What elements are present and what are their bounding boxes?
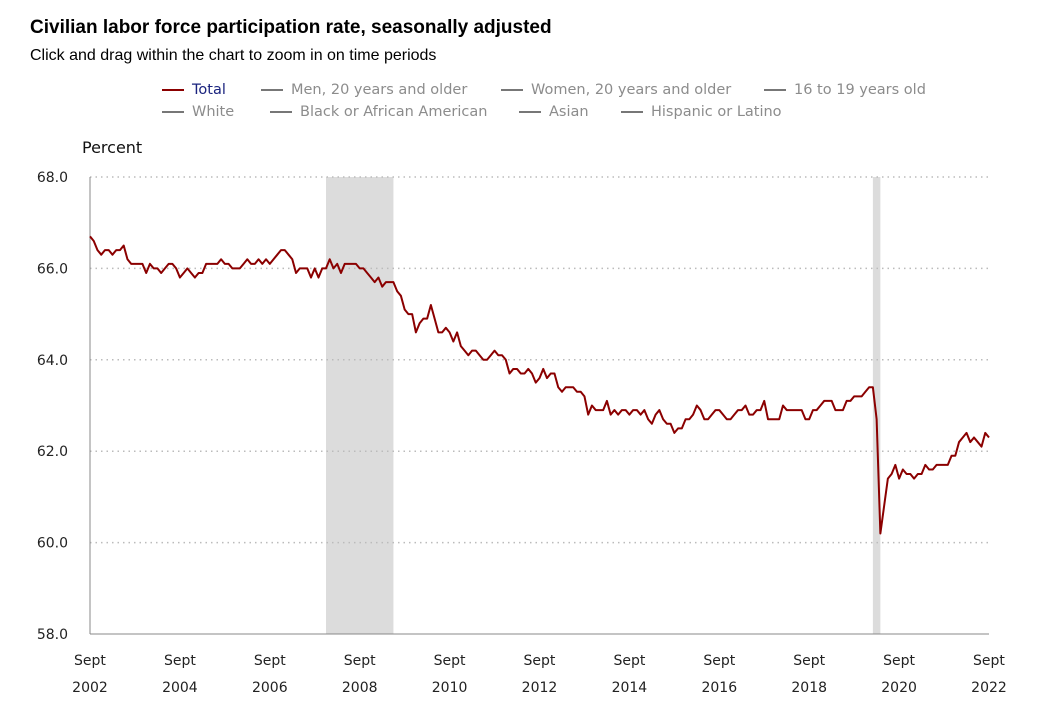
x-tick-month: Sept: [344, 653, 376, 669]
recession-bands: [325, 177, 881, 634]
x-tick-month: Sept: [793, 653, 825, 669]
legend-swatch: [261, 89, 283, 91]
x-tick-year: 2008: [342, 680, 378, 696]
legend-label: Asian: [549, 104, 589, 120]
legend-item-asian[interactable]: Asian: [519, 104, 589, 120]
y-tick-label: 64.0: [37, 353, 68, 369]
x-tick-month: Sept: [434, 653, 466, 669]
recession-band: [872, 177, 881, 634]
x-tick-year: 2022: [971, 680, 1007, 696]
legend-swatch: [270, 111, 292, 113]
legend-item-hispanic-latino[interactable]: Hispanic or Latino: [621, 104, 782, 120]
x-tick-year: 2012: [522, 680, 558, 696]
x-tick-year: 2006: [252, 680, 288, 696]
axes: [89, 177, 989, 635]
legend-label: Women, 20 years and older: [531, 82, 732, 98]
x-tick-month: Sept: [703, 653, 735, 669]
y-tick-label: 58.0: [37, 627, 68, 643]
x-tick-month: Sept: [254, 653, 286, 669]
recession-band: [325, 177, 394, 634]
series-line-total[interactable]: [89, 235, 990, 535]
y-tick-label: 62.0: [37, 444, 68, 460]
y-axis-title: Percent: [82, 138, 142, 157]
x-tick-year: 2010: [432, 680, 468, 696]
legend-swatch: [519, 111, 541, 113]
legend-label: Total: [192, 82, 226, 98]
y-tick-label: 68.0: [37, 170, 68, 186]
y-tick-label: 60.0: [37, 536, 68, 552]
legend-item-black-african-american[interactable]: Black or African American: [270, 104, 487, 120]
series-total[interactable]: [89, 235, 990, 535]
x-tick-month: Sept: [883, 653, 915, 669]
x-tick-year: 2016: [701, 680, 737, 696]
chart-title: Civilian labor force participation rate,…: [30, 17, 552, 38]
x-tick-year: 2004: [162, 680, 198, 696]
legend-label: White: [192, 104, 235, 120]
x-tick-month: Sept: [164, 653, 196, 669]
legend-swatch-total: [162, 89, 184, 91]
x-tick-year: 2020: [881, 680, 917, 696]
legend: Total Men, 20 years and older Women, 20 …: [0, 80, 1037, 126]
legend-item-women-20-older[interactable]: Women, 20 years and older: [501, 82, 731, 98]
x-tick-month: Sept: [524, 653, 556, 669]
legend-item-16-to-19[interactable]: 16 to 19 years old: [764, 82, 926, 98]
legend-item-men-20-older[interactable]: Men, 20 years and older: [261, 82, 467, 98]
x-tick-month: Sept: [74, 653, 106, 669]
y-tick-label: 66.0: [37, 261, 68, 277]
x-tick-month: Sept: [613, 653, 645, 669]
legend-swatch: [501, 89, 523, 91]
legend-label: Men, 20 years and older: [291, 82, 468, 98]
legend-swatch: [162, 111, 184, 113]
x-tick-year: 2002: [72, 680, 108, 696]
legend-label: 16 to 19 years old: [794, 82, 926, 98]
x-tick-month: Sept: [973, 653, 1005, 669]
legend-item-total[interactable]: Total: [162, 82, 226, 98]
grid-lines: [90, 176, 989, 544]
y-tick-labels: 58.0 60.0 62.0 64.0 66.0 68.0: [37, 170, 68, 643]
chart-subtitle: Click and drag within the chart to zoom …: [30, 47, 437, 64]
x-tick-year: 2014: [612, 680, 648, 696]
x-tick-year: 2018: [791, 680, 827, 696]
legend-item-white[interactable]: White: [162, 104, 234, 120]
legend-label: Hispanic or Latino: [651, 104, 782, 120]
legend-swatch: [621, 111, 643, 113]
legend-swatch: [764, 89, 786, 91]
x-tick-labels: Sept 2002 Sept 2004 Sept 2006 Sept 2008 Sept 2010…: [72, 653, 1007, 696]
legend-label: Black or African American: [300, 104, 488, 120]
